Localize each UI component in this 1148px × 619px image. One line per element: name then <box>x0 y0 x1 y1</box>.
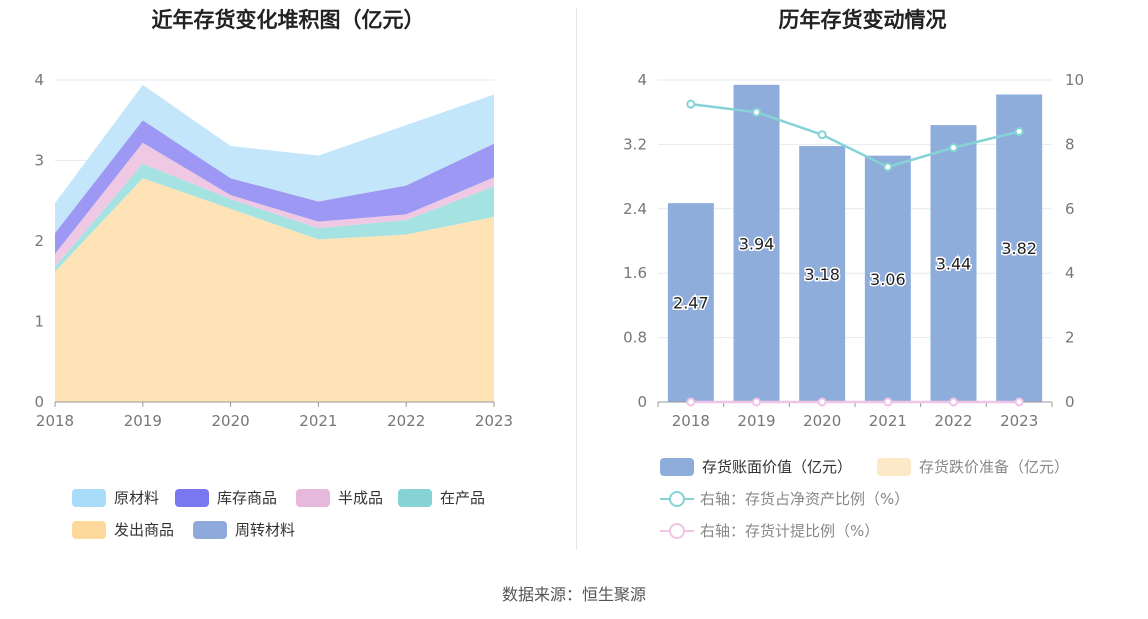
line-series <box>690 102 1020 169</box>
y-left-tick-label: 3.2 <box>623 135 647 153</box>
panel-divider <box>576 8 577 550</box>
area-series <box>55 120 494 254</box>
legend-label: 右轴：存货占净资产比例（%） <box>700 490 910 508</box>
x-tick-label: 2022 <box>934 412 972 430</box>
bar <box>930 125 977 402</box>
y-right-tick-label: 0 <box>1065 393 1075 411</box>
legend-item[interactable]: 发出商品 <box>72 519 174 540</box>
line-point <box>752 107 761 117</box>
y-left-tick-label: 2.4 <box>623 200 647 218</box>
stacked-area-chart: 0 1 2 3 4 2018 2019 2020 2021 2022 2023 <box>34 71 513 430</box>
legend-item[interactable]: 半成品 <box>296 487 383 508</box>
bar <box>733 84 780 402</box>
legend-swatch <box>660 522 694 540</box>
left-chart-title: 近年存货变化堆积图（亿元） <box>151 8 425 32</box>
legend-item[interactable]: 周转材料 <box>193 519 295 540</box>
x-tick-label: 2023 <box>475 412 513 430</box>
legend-label: 存货账面价值（亿元） <box>702 458 853 476</box>
legend-item[interactable]: 右轴：存货占净资产比例（%） <box>660 488 909 509</box>
legend-item[interactable]: 存货跌价准备（亿元） <box>877 456 1069 477</box>
stacked-area-chart-panel: 近年存货变化堆积图（亿元） 0 1 2 3 4 2018 2019 2020 2021 2022 2… <box>0 0 576 560</box>
right-chart-title: 历年存货变动情况 <box>778 8 947 32</box>
legend-swatch <box>398 488 432 507</box>
y-right-tick-label: 4 <box>1065 264 1075 282</box>
legend-swatch <box>72 520 106 539</box>
line-point <box>949 143 958 153</box>
legend-item[interactable]: 库存商品 <box>175 487 277 508</box>
legend-swatch <box>72 488 106 507</box>
y-tick-label: 4 <box>34 71 44 89</box>
legend-label: 右轴：存货计提比例（%） <box>700 522 880 540</box>
legend-swatch <box>877 457 911 476</box>
y-left-tick-label: 0 <box>637 393 647 411</box>
y-tick-label: 3 <box>34 152 44 170</box>
line-point <box>949 397 958 407</box>
y-right-tick-label: 8 <box>1065 135 1075 153</box>
legend-label: 半成品 <box>338 489 384 507</box>
line-point <box>1014 127 1024 137</box>
x-tick-label: 2020 <box>212 412 250 430</box>
x-tick-label: 2018 <box>672 412 710 430</box>
legend-item[interactable]: 在产品 <box>398 487 485 508</box>
bar-line-chart-panel: 历年存货变动情况 0 0.8 1.6 2.4 3.2 4 0 2 4 6 8 10 2018 2019 20… <box>577 0 1148 560</box>
line-point <box>686 397 696 407</box>
line-point <box>883 162 893 172</box>
data-source-footer: 数据来源：恒生聚源 <box>501 585 646 604</box>
y-left-tick-label: 4 <box>637 71 647 89</box>
legend-label: 周转材料 <box>235 521 296 539</box>
bar-value-label: 3.44 <box>936 255 972 274</box>
y-tick-label: 0 <box>34 393 44 411</box>
x-tick-label: 2020 <box>803 412 841 430</box>
line-point <box>883 397 893 407</box>
bar-value-label: 3.94 <box>739 234 775 253</box>
bar-value-label: 3.06 <box>870 270 906 289</box>
bar-value-label: 2.47 <box>673 294 709 313</box>
x-tick-label: 2019 <box>124 412 162 430</box>
bar-line-chart: 0 0.8 1.6 2.4 3.2 4 0 2 4 6 8 10 2018 2019 2020 2021 202… <box>623 71 1084 430</box>
area-series <box>55 84 494 233</box>
bar <box>864 155 911 402</box>
x-tick-label: 2019 <box>737 412 775 430</box>
legend-item[interactable]: 原材料 <box>72 487 159 508</box>
line-point <box>686 99 696 109</box>
bar <box>996 94 1043 403</box>
x-tick-label: 2022 <box>387 412 425 430</box>
x-tick-label: 2021 <box>299 412 337 430</box>
legend-swatch <box>175 488 209 507</box>
area-series <box>55 178 494 402</box>
legend-item[interactable]: 存货账面价值（亿元） <box>660 456 852 477</box>
legend-swatch <box>296 488 330 507</box>
legend-swatch <box>660 457 694 476</box>
x-tick-label: 2023 <box>1000 412 1038 430</box>
bar <box>667 203 714 402</box>
y-tick-label: 1 <box>34 313 44 331</box>
legend-swatch <box>193 520 227 539</box>
legend-label: 发出商品 <box>114 521 175 539</box>
area-series <box>55 163 494 272</box>
y-right-tick-label: 6 <box>1065 200 1075 218</box>
y-right-tick-label: 10 <box>1065 71 1084 89</box>
y-left-tick-label: 1.6 <box>623 264 647 282</box>
legend-swatch <box>660 490 694 508</box>
line-point <box>752 397 761 407</box>
legend-label: 存货跌价准备（亿元） <box>919 458 1070 476</box>
legend-item[interactable]: 右轴：存货计提比例（%） <box>660 520 879 541</box>
x-tick-label: 2018 <box>36 412 74 430</box>
x-tick-label: 2021 <box>869 412 907 430</box>
legend-label: 在产品 <box>440 489 486 507</box>
legend-label: 原材料 <box>114 489 160 507</box>
y-left-tick-label: 0.8 <box>623 329 647 347</box>
bar-value-label: 3.18 <box>804 265 840 284</box>
y-tick-label: 2 <box>34 232 44 250</box>
line-point <box>817 130 827 140</box>
line-point <box>1014 397 1024 407</box>
y-right-tick-label: 2 <box>1065 329 1075 347</box>
legend-label: 库存商品 <box>217 489 278 507</box>
line-point <box>817 397 827 407</box>
bar-value-label: 3.82 <box>1001 239 1037 258</box>
bar <box>799 146 846 402</box>
